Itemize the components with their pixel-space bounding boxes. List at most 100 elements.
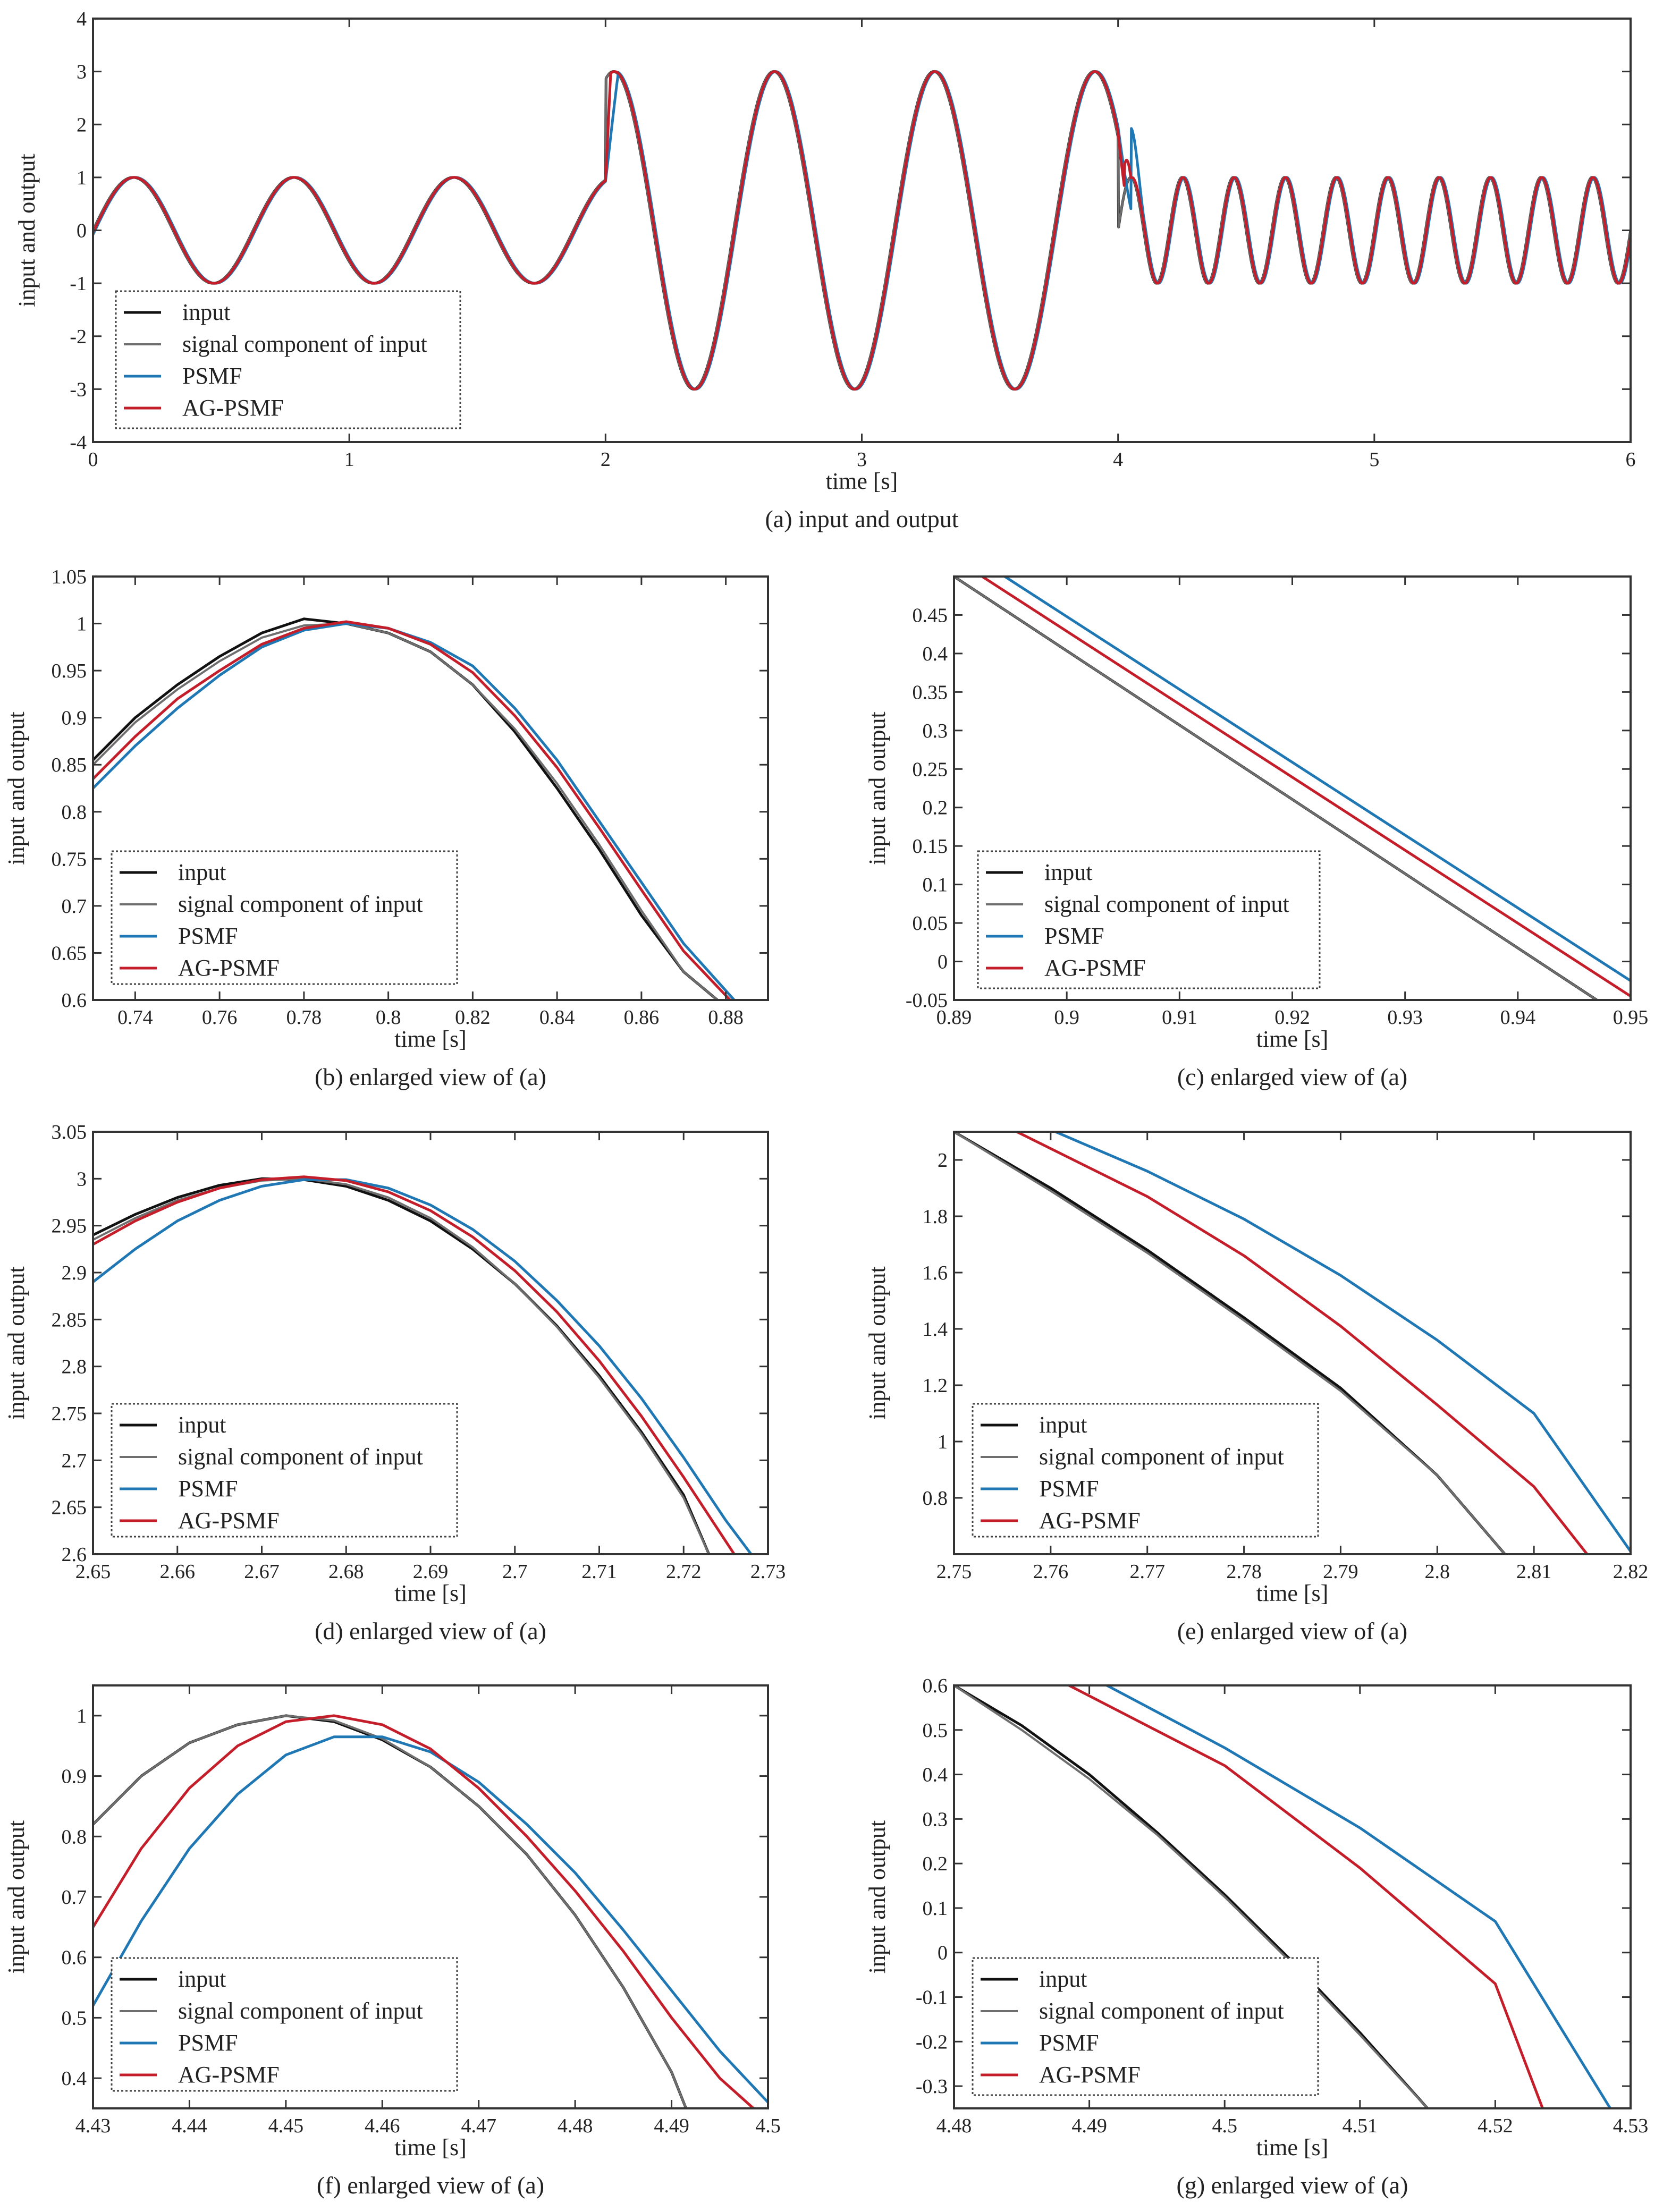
series-line-psmf bbox=[93, 1735, 768, 2104]
y-axis-label: input and output bbox=[14, 154, 40, 307]
x-tick-label: 0.89 bbox=[936, 1006, 972, 1029]
legend-entry: signal component of input bbox=[178, 1444, 423, 1470]
y-tick-label: 1 bbox=[77, 167, 87, 189]
y-tick-label: -0.2 bbox=[916, 2031, 948, 2053]
y-tick-label: 2.95 bbox=[52, 1215, 87, 1238]
chart-caption: (g) enlarged view of (a) bbox=[1177, 2172, 1408, 2199]
series-line-input bbox=[954, 1685, 1429, 2108]
series-line-input bbox=[93, 1177, 711, 1554]
x-tick-label: 0.8 bbox=[376, 1006, 401, 1029]
legend-entry: AG-PSMF bbox=[1039, 2062, 1141, 2088]
x-tick-label: 4.46 bbox=[365, 2115, 400, 2137]
axes-frame bbox=[953, 1684, 1632, 2109]
legend-entry: input bbox=[182, 299, 230, 325]
chart-c: 0.89 0.9 0.91 0.92 0.93 0.94 0.95 -0.05 0 0.05 0.1… bbox=[864, 575, 1649, 1090]
y-tick-label: 0.6 bbox=[62, 1947, 87, 1969]
legend-entry: signal component of input bbox=[1039, 1998, 1284, 2024]
legend-entry: input bbox=[178, 1966, 226, 1992]
y-tick-label: 0.15 bbox=[913, 835, 948, 858]
chart-g: 4.48 4.49 4.5 4.51 4.52 4.53 -0.3 -0.2 -0.1 0 0.1 0… bbox=[864, 1675, 1648, 2199]
x-tick-label: 0.76 bbox=[202, 1006, 238, 1029]
y-axis-label: input and output bbox=[864, 1266, 890, 1419]
axes-frame bbox=[92, 575, 769, 1001]
legend-entry: input bbox=[1039, 1412, 1087, 1438]
y-tick-label: 0.75 bbox=[52, 848, 87, 870]
y-tick-label: 2.65 bbox=[52, 1497, 87, 1519]
x-tick-label: 0.9 bbox=[1054, 1006, 1079, 1029]
y-tick-label: 0.1 bbox=[923, 874, 948, 896]
legend-box bbox=[111, 850, 458, 985]
series-line-signal-component-of-input bbox=[954, 1685, 1429, 2108]
x-tick-label: 2.75 bbox=[936, 1561, 972, 1583]
x-tick-label: 4.49 bbox=[1071, 2115, 1107, 2137]
x-tick-label: 4.5 bbox=[1212, 2115, 1237, 2137]
x-tick-label: 2.7 bbox=[502, 1561, 528, 1583]
x-tick-label: 4.47 bbox=[461, 2115, 496, 2137]
x-axis-label: time [s] bbox=[1256, 2134, 1329, 2160]
y-tick-label: 0.5 bbox=[62, 2007, 87, 2029]
chart-caption: (c) enlarged view of (a) bbox=[1177, 1063, 1407, 1090]
y-tick-label: 0.4 bbox=[923, 1764, 948, 1786]
x-tick-label: 2.76 bbox=[1033, 1561, 1069, 1583]
x-tick-label: 2.79 bbox=[1323, 1561, 1358, 1583]
series-line-ag-psmf bbox=[93, 620, 731, 1000]
chart-caption: (d) enlarged view of (a) bbox=[315, 1617, 546, 1645]
x-tick-label: 0 bbox=[88, 448, 98, 471]
plot-area bbox=[93, 1175, 753, 1554]
legend-box bbox=[972, 1957, 1319, 2096]
legend-box bbox=[115, 290, 461, 429]
legend-entry: input bbox=[178, 859, 226, 885]
chart-e: 2.75 2.76 2.77 2.78 2.79 2.8 2.81 2.82 0.8 1 1.2 1.… bbox=[864, 1131, 1649, 1645]
y-axis-label: input and output bbox=[3, 711, 29, 865]
x-tick-label: 4.5 bbox=[755, 2115, 781, 2137]
x-tick-label: 0.95 bbox=[1613, 1006, 1649, 1029]
x-tick-label: 4.45 bbox=[268, 2115, 304, 2137]
y-tick-label: 2.8 bbox=[62, 1356, 87, 1378]
chart-caption: (b) enlarged view of (a) bbox=[315, 1063, 546, 1090]
y-tick-label: 0.7 bbox=[62, 895, 87, 918]
x-tick-label: 2.82 bbox=[1613, 1561, 1649, 1583]
y-tick-label: -4 bbox=[70, 431, 87, 454]
x-tick-label: 2.77 bbox=[1129, 1561, 1165, 1583]
y-tick-label: 0.5 bbox=[923, 1719, 948, 1742]
x-tick-label: 4.48 bbox=[936, 2115, 972, 2137]
y-tick-label: 2 bbox=[77, 114, 87, 136]
plot-area bbox=[954, 1132, 1631, 1554]
y-tick-label: -0.1 bbox=[916, 1987, 948, 2009]
legend: input signal component of input PSMF AG-PSM… bbox=[972, 1957, 1319, 2096]
x-tick-label: 0.94 bbox=[1500, 1006, 1536, 1029]
x-tick-label: 2.65 bbox=[75, 1561, 111, 1583]
x-tick-label: 2.67 bbox=[244, 1561, 280, 1583]
series-line-signal-component-of-input bbox=[954, 577, 1598, 1000]
x-axis-label: time [s] bbox=[394, 1580, 467, 1606]
x-tick-label: 0.84 bbox=[539, 1006, 575, 1029]
legend-entry: PSMF bbox=[182, 363, 242, 389]
x-tick-label: 0.82 bbox=[455, 1006, 491, 1029]
y-tick-label: 4 bbox=[77, 8, 87, 30]
y-tick-label: 2.75 bbox=[52, 1403, 87, 1425]
x-axis-label: time [s] bbox=[394, 1026, 467, 1052]
y-tick-label: 1.05 bbox=[52, 566, 87, 588]
y-tick-label: -0.3 bbox=[916, 2075, 948, 2098]
y-tick-label: 1 bbox=[77, 1705, 87, 1727]
y-tick-label: 0.65 bbox=[52, 942, 87, 964]
y-tick-label: 0.9 bbox=[62, 1766, 87, 1788]
plot-area bbox=[93, 617, 736, 1000]
y-tick-label: 1.6 bbox=[923, 1262, 948, 1284]
x-tick-label: 2.68 bbox=[328, 1561, 364, 1583]
legend-entry: signal component of input bbox=[178, 891, 423, 917]
x-tick-label: 2.66 bbox=[160, 1561, 196, 1583]
series-line-psmf bbox=[1106, 1685, 1611, 2108]
chart-f: 4.43 4.44 4.45 4.46 4.47 4.48 4.49 4.5 0.4 0.5 0.6… bbox=[3, 1684, 781, 2199]
chart-caption: (e) enlarged view of (a) bbox=[1177, 1617, 1407, 1645]
y-tick-label: -1 bbox=[70, 273, 87, 295]
y-tick-label: 2.7 bbox=[62, 1450, 87, 1472]
series-line-signal-component-of-input bbox=[954, 1132, 1506, 1554]
axes-frame bbox=[953, 1131, 1632, 1555]
y-axis-label: input and output bbox=[864, 711, 890, 865]
x-tick-label: 6 bbox=[1626, 448, 1636, 471]
legend: input signal component of input PSMF AG-PSM… bbox=[111, 1957, 458, 2092]
chart-caption: (f) enlarged view of (a) bbox=[317, 2172, 544, 2199]
chart-caption: (a) input and output bbox=[765, 505, 958, 532]
legend-entry: signal component of input bbox=[1039, 1444, 1284, 1470]
